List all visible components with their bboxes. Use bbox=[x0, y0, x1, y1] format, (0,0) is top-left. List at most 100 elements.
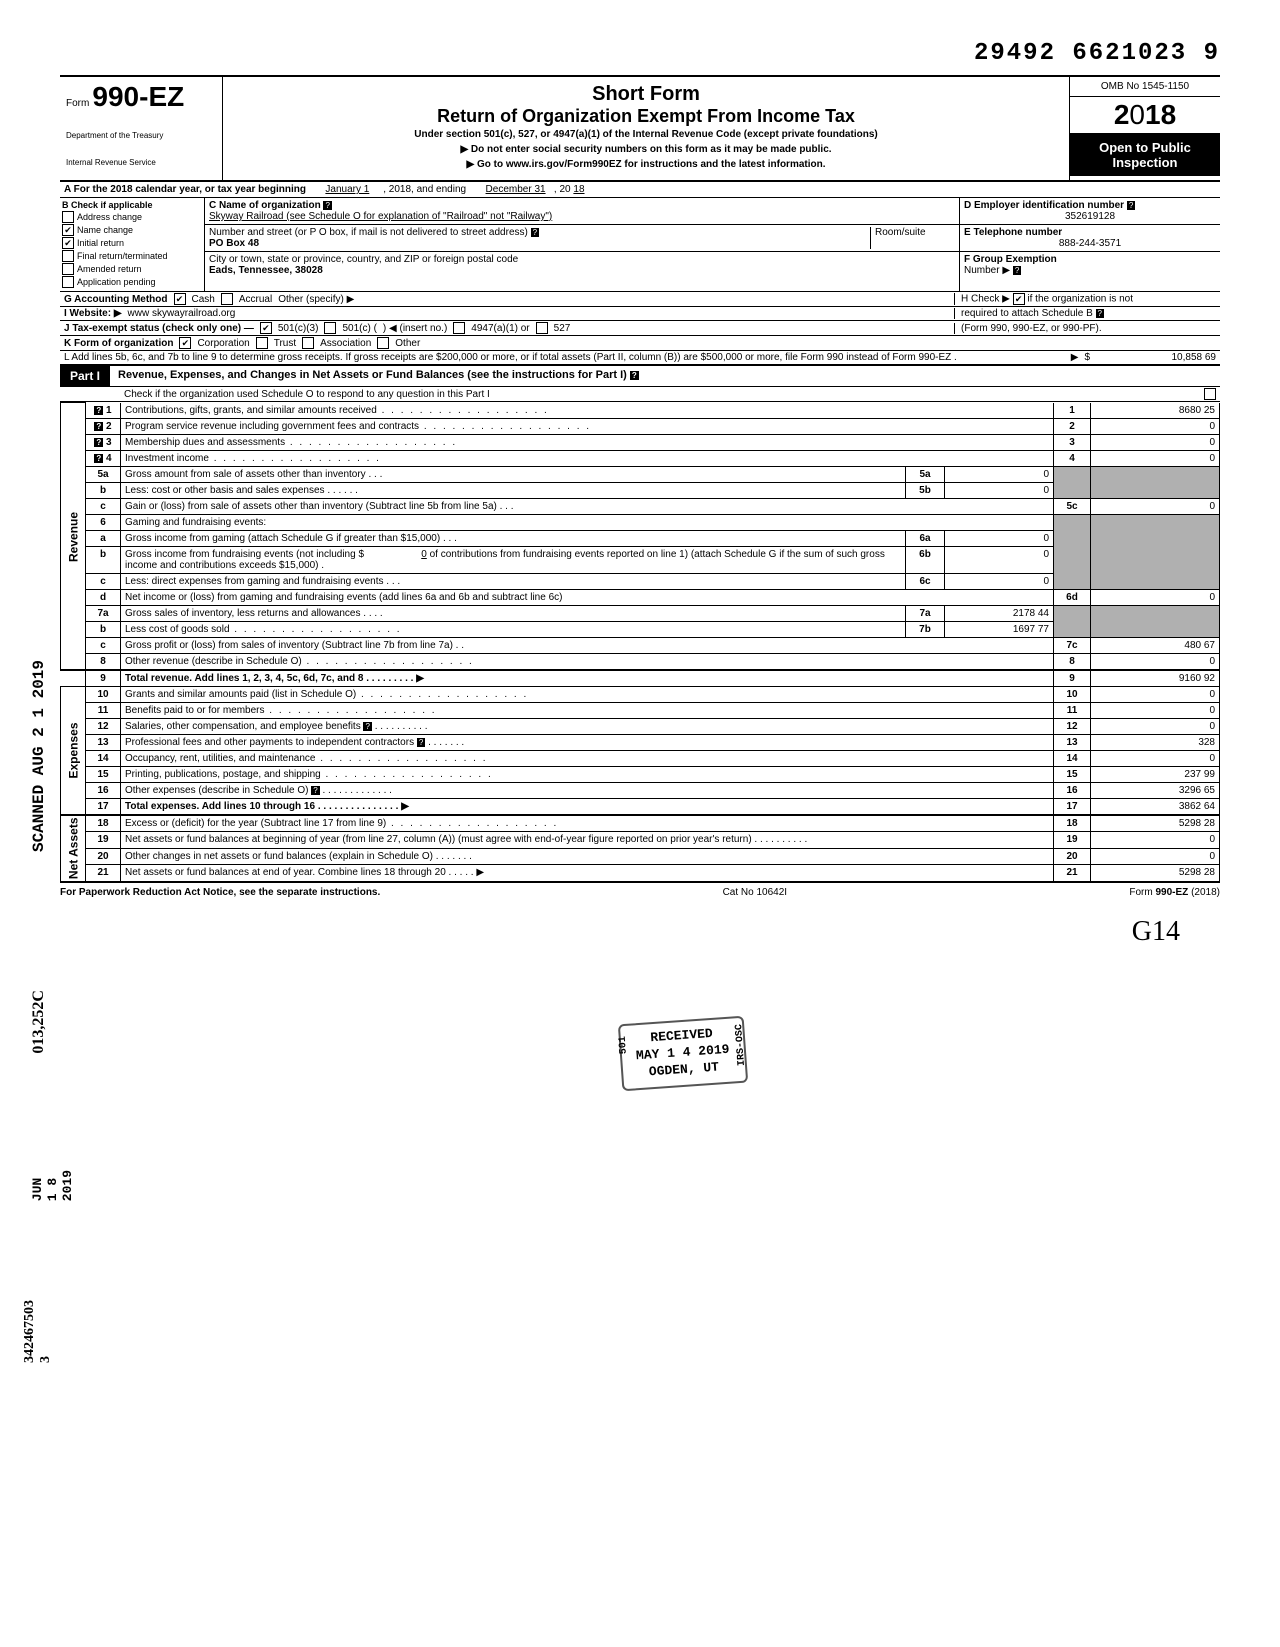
omb-number: OMB No 1545-1150 bbox=[1070, 77, 1220, 97]
cb-address-change[interactable]: Address change bbox=[62, 211, 202, 223]
desc: Other changes in net assets or fund bala… bbox=[125, 851, 433, 862]
help-icon[interactable]: ? bbox=[531, 228, 539, 237]
help-icon[interactable]: ? bbox=[1096, 309, 1104, 318]
cb-corp[interactable]: ✔ bbox=[179, 337, 191, 349]
addr-label: Number and street (or P O box, if mail i… bbox=[209, 227, 528, 238]
cb-name-change[interactable]: ✔Name change bbox=[62, 224, 202, 236]
cb-4947[interactable] bbox=[453, 322, 465, 334]
row-a-yrlabel: , 20 bbox=[554, 184, 571, 195]
line-9: 9 Total revenue. Add lines 1, 2, 3, 4, 5… bbox=[61, 670, 1220, 687]
row-a-mid: , 2018, and ending bbox=[383, 184, 466, 195]
ibox: 7b bbox=[906, 621, 945, 637]
amt: 0 bbox=[1091, 686, 1220, 702]
help-icon[interactable]: ? bbox=[1013, 266, 1021, 275]
shade bbox=[1091, 605, 1220, 637]
line-5b: b Less: cost or other basis and sales ex… bbox=[61, 482, 1220, 498]
side-blank bbox=[61, 670, 86, 687]
iamt: 0 bbox=[945, 573, 1054, 589]
k-corp: Corporation bbox=[197, 338, 249, 349]
ln: 20 bbox=[86, 848, 121, 865]
ln: 15 bbox=[86, 766, 121, 782]
iamt: 1697 77 bbox=[945, 621, 1054, 637]
c-addr-row: Number and street (or P O box, if mail i… bbox=[205, 225, 959, 252]
cb-label: Amended return bbox=[77, 264, 142, 274]
help-icon[interactable]: ? bbox=[94, 406, 103, 415]
cb-application-pending[interactable]: Application pending bbox=[62, 276, 202, 288]
ln: 2 bbox=[106, 421, 112, 432]
c-name-row: C Name of organization ? Skyway Railroad… bbox=[205, 198, 959, 225]
h-box2: required to attach Schedule B ? bbox=[954, 308, 1216, 319]
handwrite-g14: G14 bbox=[1132, 916, 1180, 948]
cb-schedule-o[interactable] bbox=[1204, 388, 1216, 400]
desc: Grants and similar amounts paid (list in… bbox=[125, 689, 528, 700]
help-icon[interactable]: ? bbox=[363, 722, 371, 731]
cb-initial-return[interactable]: ✔Initial return bbox=[62, 237, 202, 249]
part1-grid: Revenue ? 1 Contributions, gifts, grants… bbox=[60, 402, 1220, 882]
dept-irs: Internal Revenue Service bbox=[66, 158, 216, 167]
cb-527[interactable] bbox=[536, 322, 548, 334]
line-6b: b Gross income from fundraising events (… bbox=[61, 546, 1220, 573]
box: 4 bbox=[1054, 450, 1091, 466]
desc: Salaries, other compensation, and employ… bbox=[125, 721, 361, 732]
org-name: Skyway Railroad (see Schedule O for expl… bbox=[209, 211, 552, 222]
ln: 6 bbox=[86, 514, 121, 530]
handwrite-left1: 013,252C bbox=[30, 990, 48, 1054]
ln: 13 bbox=[86, 734, 121, 750]
cb-final-return[interactable]: Final return/terminated bbox=[62, 250, 202, 262]
cb-accrual[interactable] bbox=[221, 293, 233, 305]
j-c: 501(c) ( bbox=[342, 323, 376, 334]
help-icon[interactable]: ? bbox=[417, 738, 425, 747]
handwrite-bottom: 342467503 3 bbox=[22, 1300, 54, 1363]
line-10: Expenses 10 Grants and similar amounts p… bbox=[61, 686, 1220, 702]
cb-501c3[interactable]: ✔ bbox=[260, 322, 272, 334]
col-c: C Name of organization ? Skyway Railroad… bbox=[205, 198, 960, 291]
footer: For Paperwork Reduction Act Notice, see … bbox=[60, 882, 1220, 898]
checkbox-icon bbox=[62, 211, 74, 223]
row-k: K Form of organization ✔Corporation Trus… bbox=[60, 336, 1220, 351]
phone: 888-244-3571 bbox=[964, 238, 1216, 249]
l-value: 10,858 69 bbox=[1096, 352, 1216, 363]
cb-label: Address change bbox=[77, 212, 142, 222]
ln: 14 bbox=[86, 750, 121, 766]
amt: 0 bbox=[1091, 498, 1220, 514]
ln: b bbox=[86, 621, 121, 637]
cb-h[interactable]: ✔ bbox=[1013, 293, 1025, 305]
cb-other[interactable] bbox=[377, 337, 389, 349]
help-icon[interactable]: ? bbox=[94, 454, 103, 463]
help-icon[interactable]: ? bbox=[94, 438, 103, 447]
line-21: 21 Net assets or fund balances at end of… bbox=[61, 865, 1220, 882]
amt: 0 bbox=[1091, 848, 1220, 865]
iamt: 0 bbox=[945, 530, 1054, 546]
form-id-box: Form 990-EZ Department of the Treasury I… bbox=[60, 77, 223, 180]
desc: Membership dues and assessments bbox=[125, 437, 457, 448]
desc: Program service revenue including govern… bbox=[125, 421, 591, 432]
stamp-left2: JUN 1 8 2019 bbox=[30, 1170, 75, 1201]
cb-amended[interactable]: Amended return bbox=[62, 263, 202, 275]
box: 9 bbox=[1054, 670, 1091, 687]
cb-assoc[interactable] bbox=[302, 337, 314, 349]
received-stamp: 501 RECEIVED MAY 1 4 2019 OGDEN, UT IRS-… bbox=[618, 1016, 748, 1091]
desc: Other expenses (describe in Schedule O) bbox=[125, 785, 308, 796]
cb-trust[interactable] bbox=[256, 337, 268, 349]
j-c3: 501(c)(3) bbox=[278, 323, 319, 334]
desc: Professional fees and other payments to … bbox=[125, 737, 414, 748]
footer-right: Form 990-EZ (2018) bbox=[1129, 887, 1220, 898]
e-label: E Telephone number bbox=[964, 227, 1062, 238]
j-4947: 4947(a)(1) or bbox=[471, 323, 529, 334]
year-2: 2 bbox=[1114, 99, 1130, 130]
help-icon[interactable]: ? bbox=[323, 201, 331, 210]
ibox: 6b bbox=[906, 546, 945, 573]
k-trust: Trust bbox=[274, 338, 296, 349]
help-icon[interactable]: ? bbox=[311, 786, 319, 795]
checkbox-icon: ✔ bbox=[62, 237, 74, 249]
help-icon[interactable]: ? bbox=[94, 422, 103, 431]
part1-title: Revenue, Expenses, and Changes in Net As… bbox=[110, 366, 1220, 386]
help-icon[interactable]: ? bbox=[630, 371, 639, 380]
cb-cash[interactable]: ✔ bbox=[174, 293, 186, 305]
box: 19 bbox=[1054, 832, 1091, 849]
help-icon[interactable]: ? bbox=[1127, 201, 1135, 210]
col-de: D Employer identification number ? 35261… bbox=[960, 198, 1220, 291]
desc: Total expenses. Add lines 10 through 16 bbox=[125, 801, 315, 812]
ln: 10 bbox=[86, 686, 121, 702]
cb-501c[interactable] bbox=[324, 322, 336, 334]
